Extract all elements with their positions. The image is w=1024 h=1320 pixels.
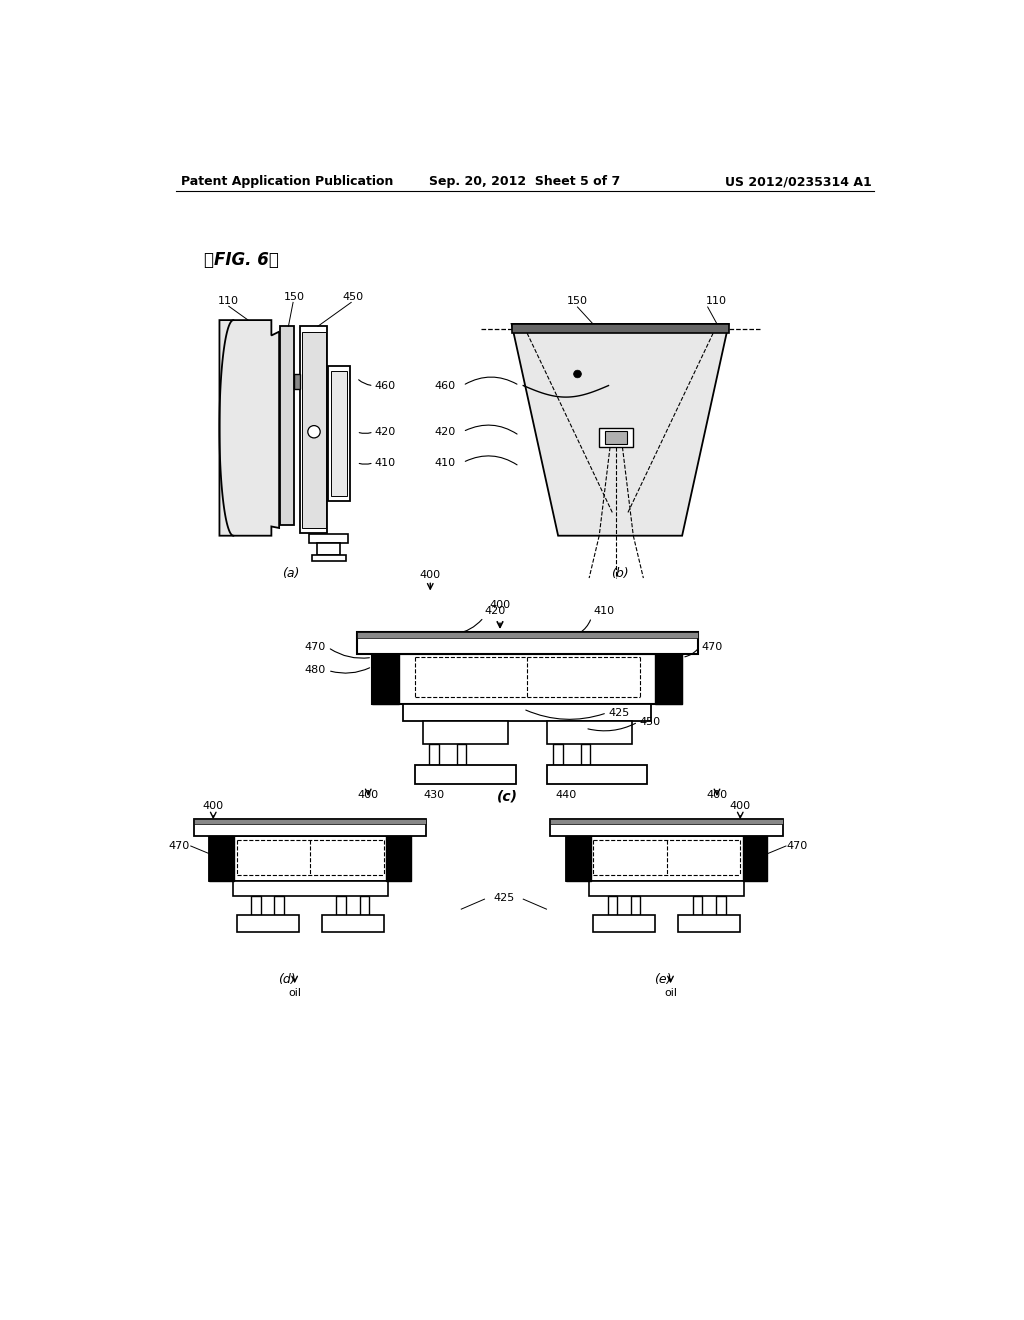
- Circle shape: [308, 425, 321, 438]
- Bar: [232, 880, 388, 896]
- Bar: [359, 896, 369, 915]
- Text: 400: 400: [420, 570, 440, 581]
- Bar: [693, 896, 702, 915]
- Text: 150: 150: [567, 296, 588, 306]
- Bar: [280, 326, 294, 525]
- Text: 440: 440: [555, 789, 577, 800]
- Bar: [457, 743, 466, 766]
- Text: (e): (e): [654, 973, 672, 986]
- Polygon shape: [219, 321, 280, 536]
- Text: 425: 425: [608, 708, 630, 718]
- Text: 420: 420: [484, 606, 506, 615]
- Text: 110: 110: [218, 296, 240, 306]
- Text: US 2012/0235314 A1: US 2012/0235314 A1: [725, 176, 872, 189]
- Bar: [294, 374, 300, 389]
- Bar: [311, 554, 346, 561]
- Text: 410: 410: [375, 458, 395, 467]
- Bar: [372, 653, 399, 704]
- Bar: [322, 915, 384, 932]
- Text: 【FIG. 6】: 【FIG. 6】: [204, 251, 279, 269]
- Bar: [550, 818, 783, 836]
- Bar: [599, 428, 633, 447]
- Bar: [655, 653, 682, 704]
- Bar: [547, 721, 632, 743]
- Text: 430: 430: [424, 789, 444, 800]
- Text: 110: 110: [706, 296, 726, 306]
- Bar: [589, 880, 744, 896]
- Text: 470: 470: [786, 841, 808, 851]
- Bar: [415, 766, 515, 784]
- Bar: [194, 818, 426, 825]
- Bar: [581, 743, 590, 766]
- Text: Patent Application Publication: Patent Application Publication: [180, 176, 393, 189]
- Text: oil: oil: [288, 989, 301, 998]
- Text: 150: 150: [284, 292, 305, 302]
- Text: 410: 410: [593, 606, 614, 615]
- Bar: [512, 323, 729, 333]
- Text: 420: 420: [434, 426, 456, 437]
- Bar: [631, 896, 640, 915]
- Bar: [372, 653, 682, 704]
- Bar: [300, 326, 328, 533]
- Bar: [742, 836, 767, 880]
- Bar: [274, 896, 284, 915]
- Bar: [317, 544, 340, 554]
- Text: 460: 460: [375, 380, 395, 391]
- Bar: [386, 836, 411, 880]
- Bar: [356, 632, 697, 653]
- Bar: [328, 367, 349, 502]
- Text: 470: 470: [701, 643, 723, 652]
- Text: 420: 420: [375, 426, 395, 437]
- Bar: [337, 896, 346, 915]
- Text: oil: oil: [664, 989, 677, 998]
- Bar: [678, 915, 740, 932]
- Bar: [309, 535, 348, 544]
- Bar: [566, 836, 767, 880]
- Polygon shape: [512, 323, 729, 536]
- Text: (a): (a): [282, 566, 299, 579]
- Text: (d): (d): [279, 973, 296, 986]
- Text: 470: 470: [304, 643, 326, 652]
- Bar: [194, 818, 426, 836]
- Text: (b): (b): [611, 566, 629, 579]
- Bar: [566, 836, 591, 880]
- Bar: [356, 632, 697, 638]
- Text: 480: 480: [304, 665, 326, 676]
- Bar: [302, 331, 326, 528]
- Text: (c): (c): [498, 789, 518, 804]
- Bar: [607, 896, 617, 915]
- Text: 400: 400: [203, 801, 224, 812]
- Text: 450: 450: [640, 717, 660, 727]
- Bar: [554, 743, 563, 766]
- Bar: [547, 766, 647, 784]
- Bar: [593, 915, 655, 932]
- Bar: [605, 432, 627, 444]
- Text: 450: 450: [342, 292, 364, 302]
- Text: Sep. 20, 2012  Sheet 5 of 7: Sep. 20, 2012 Sheet 5 of 7: [429, 176, 621, 189]
- Bar: [209, 836, 411, 880]
- Text: 410: 410: [434, 458, 456, 467]
- Bar: [716, 896, 726, 915]
- Text: 470: 470: [169, 841, 190, 851]
- Bar: [209, 836, 234, 880]
- Text: 425: 425: [494, 892, 514, 903]
- Bar: [403, 704, 651, 721]
- Bar: [251, 896, 260, 915]
- Bar: [237, 915, 299, 932]
- Text: 400: 400: [707, 789, 728, 800]
- Text: 400: 400: [489, 601, 511, 610]
- Bar: [429, 743, 438, 766]
- Bar: [550, 818, 783, 825]
- Text: 400: 400: [730, 801, 751, 812]
- Text: 400: 400: [357, 789, 379, 800]
- Circle shape: [573, 370, 582, 378]
- Text: 460: 460: [434, 380, 456, 391]
- Bar: [331, 371, 346, 496]
- Bar: [423, 721, 508, 743]
